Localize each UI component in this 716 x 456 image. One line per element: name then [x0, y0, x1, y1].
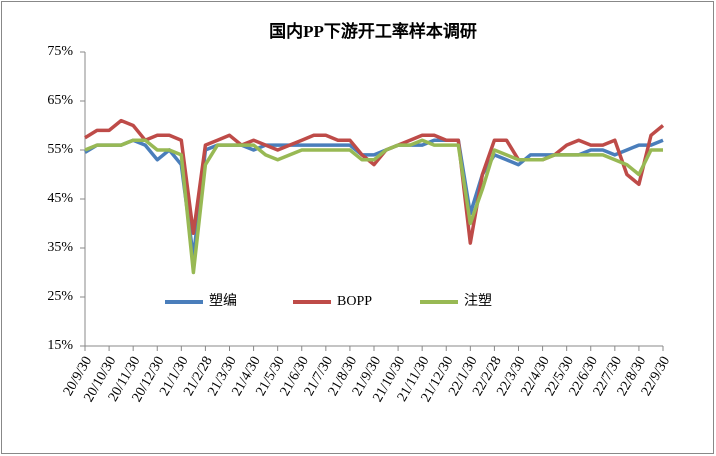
series-line — [84, 138, 663, 275]
y-tick-label: 75% — [47, 44, 73, 59]
legend-label: BOPP — [337, 294, 372, 309]
y-tick-label: 15% — [47, 338, 73, 353]
y-tick-label: 45% — [47, 191, 73, 206]
series-line — [84, 118, 665, 245]
chart-title: 国内PP下游开工率样本调研 — [269, 21, 477, 41]
y-tick-label: 25% — [47, 289, 73, 304]
y-tick-label: 55% — [47, 142, 73, 157]
y-tick-label: 35% — [47, 240, 73, 255]
legend-label: 注塑 — [464, 293, 492, 309]
y-tick-label: 65% — [47, 93, 73, 108]
legend-label: 塑编 — [209, 293, 237, 309]
